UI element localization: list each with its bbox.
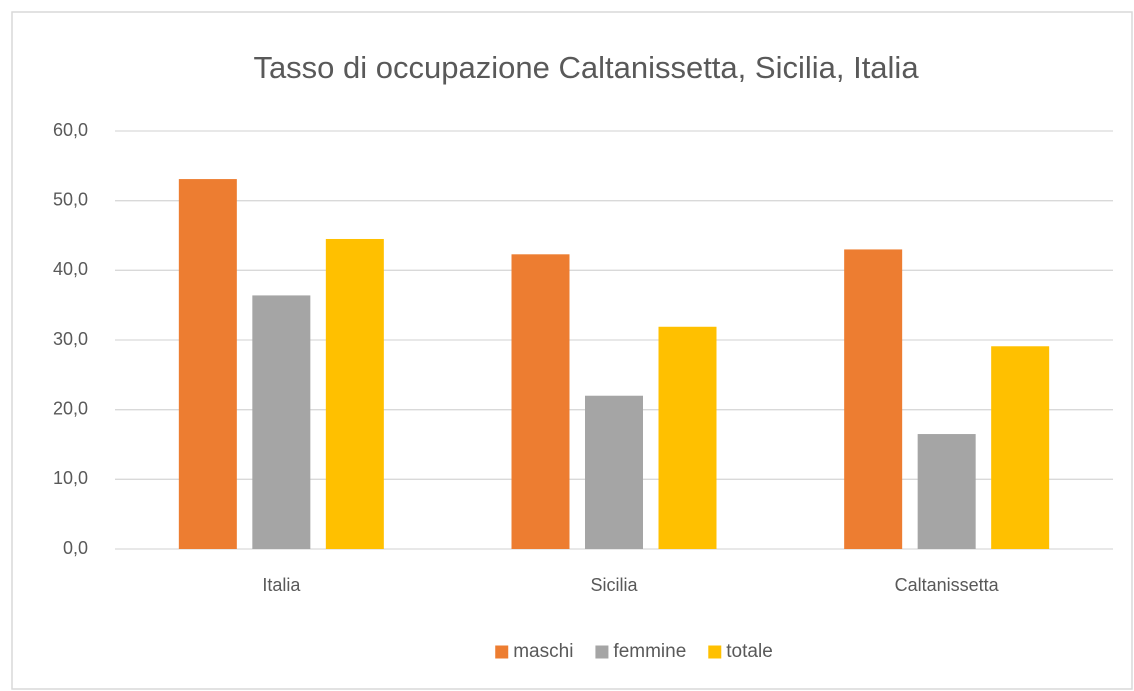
x-tick-label: Italia — [262, 575, 301, 595]
y-tick-label: 0,0 — [63, 538, 88, 558]
bar — [252, 295, 311, 549]
bar — [917, 434, 976, 549]
bar — [658, 326, 717, 549]
y-tick-label: 30,0 — [53, 329, 88, 349]
legend-swatch — [595, 645, 609, 659]
legend-label: totale — [726, 641, 772, 662]
bar — [325, 238, 384, 549]
y-tick-label: 50,0 — [53, 189, 88, 209]
bar — [585, 395, 643, 549]
y-tick-label: 20,0 — [53, 398, 88, 418]
bar — [511, 254, 570, 549]
chart-title: Tasso di occupazione Caltanissetta, Sici… — [253, 50, 919, 85]
x-tick-label: Sicilia — [590, 575, 638, 595]
legend-label: femmine — [613, 641, 686, 662]
legend-label: maschi — [513, 641, 573, 662]
bar — [991, 346, 1050, 549]
bar — [844, 249, 903, 549]
y-tick-label: 40,0 — [53, 259, 88, 279]
y-tick-label: 60,0 — [53, 120, 88, 140]
x-tick-label: Caltanissetta — [895, 575, 1000, 595]
legend-swatch — [708, 645, 722, 659]
y-tick-label: 10,0 — [53, 468, 88, 488]
legend-swatch — [495, 645, 509, 659]
bar — [178, 179, 237, 549]
